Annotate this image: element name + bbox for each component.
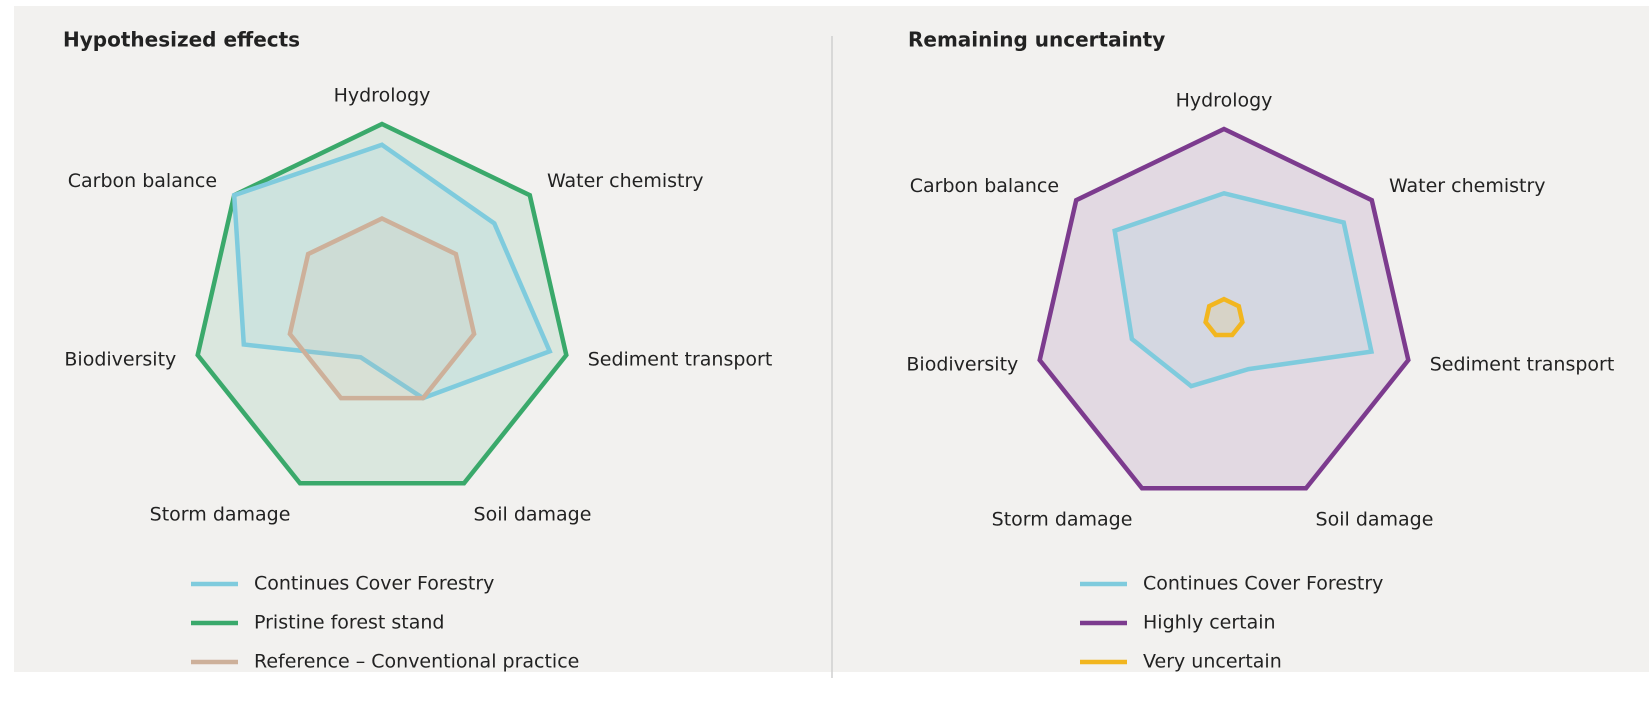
radar-polygon [1115, 193, 1372, 386]
axis-label: Storm damage [992, 509, 1133, 531]
legend-label: Pristine forest stand [254, 612, 445, 634]
axis-label: Hydrology [334, 85, 431, 107]
axis-label: Storm damage [150, 504, 291, 526]
axis-label: Carbon balance [910, 175, 1059, 197]
axis-label: Water chemistry [1389, 175, 1546, 197]
legend-label: Reference – Conventional practice [254, 651, 579, 673]
axis-label: Sediment transport [1430, 353, 1615, 375]
axis-label: Biodiversity [906, 353, 1018, 375]
axis-label: Hydrology [1176, 90, 1273, 112]
legend-label: Continues Cover Forestry [1143, 573, 1383, 595]
legend-label: Very uncertain [1143, 651, 1282, 673]
legend-label: Highly certain [1143, 612, 1276, 634]
legend-label: Continues Cover Forestry [254, 573, 494, 595]
axis-label: Carbon balance [68, 170, 217, 192]
chart-title: Remaining uncertainty [908, 28, 1165, 52]
axis-label: Sediment transport [588, 348, 773, 370]
axis-label: Soil damage [474, 504, 592, 526]
axis-label: Soil damage [1316, 509, 1434, 531]
page: Hypothesized effects Hydrology Water chemi… [0, 0, 1649, 707]
chart-title: Hypothesized effects [63, 28, 300, 52]
axis-label: Water chemistry [547, 170, 704, 192]
axis-label: Biodiversity [64, 348, 176, 370]
radar-polygon [1206, 299, 1243, 335]
